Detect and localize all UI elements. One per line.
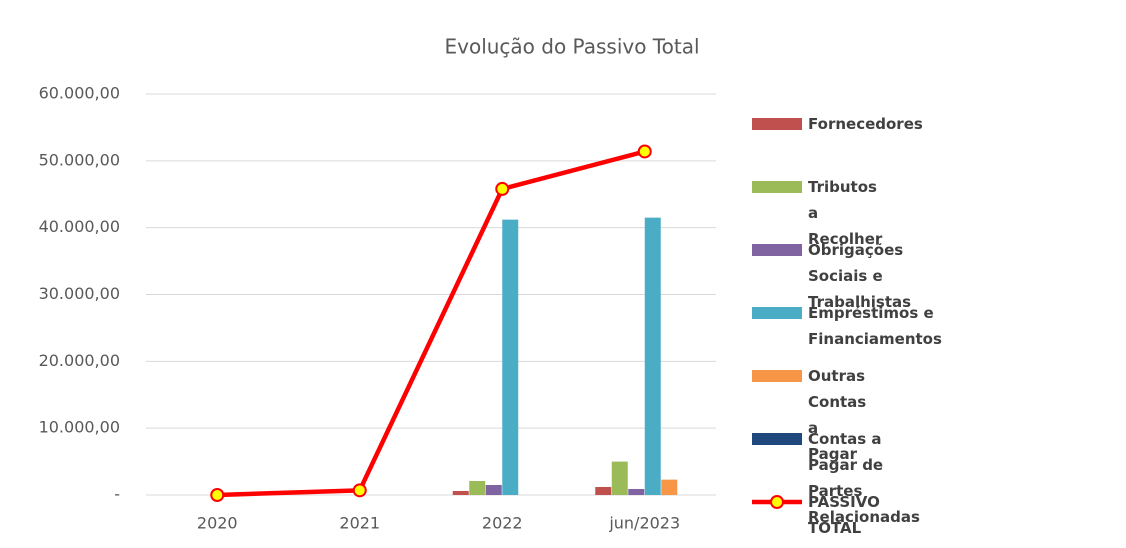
bar [628,488,645,495]
legend-label: Obrigações Sociais e Trabalhistas [808,241,912,311]
legend-item: Outras Contas a Pagar [752,366,866,467]
legend-label: Outras Contas a Pagar [808,367,867,463]
line-marker [495,181,510,196]
legend-label: Empréstimos e Financiamentos [808,304,942,348]
line [217,149,646,498]
bar [452,490,469,495]
x-tick-label: 2022 [482,514,523,533]
y-tick-label: 40.000,00 [39,217,120,236]
legend-item: Obrigações Sociais e Trabalhistas [752,240,911,315]
bar [485,484,502,495]
legend-item: Fornecedores [752,114,923,137]
legend-swatch [752,181,802,193]
x-tick-label: jun/2023 [608,514,680,533]
line-marker [210,488,225,502]
line-marker [352,483,367,498]
bar [644,217,661,495]
legend-label: Tributos a Recolher [808,178,883,248]
legend-swatch [752,307,802,319]
x-tick-label: 2021 [339,514,380,533]
legend-item: PASSIVO TOTAL [752,492,880,541]
legend-swatch [752,495,802,509]
bar [661,479,678,495]
y-tick-label: 30.000,00 [39,284,120,303]
y-tick-label: - [114,485,120,504]
legend-label: Fornecedores [808,115,923,133]
legend-item: Tributos a Recolher [752,177,882,252]
legend-item: Empréstimos e Financiamentos [752,303,942,352]
chart-title: Evolução do Passivo Total [444,35,699,59]
legend-label: Contas a Pagar de Partes Relacionadas [808,430,920,526]
bar [469,480,486,495]
bar [502,219,519,495]
y-tick-label: 50.000,00 [39,150,120,169]
y-tick-label: 10.000,00 [39,418,120,437]
bar [611,461,628,495]
y-tick-label: 20.000,00 [39,351,120,370]
legend-swatch [752,244,802,256]
legend-swatch [752,118,802,130]
legend-swatch [752,370,802,382]
legend-swatch [752,433,802,445]
x-tick-label: 2020 [197,514,238,533]
legend-label: PASSIVO TOTAL [808,493,880,537]
y-tick-label: 60.000,00 [39,84,120,103]
line-marker [637,144,652,159]
legend-item: Contas a Pagar de Partes Relacionadas [752,429,920,530]
bar [595,486,612,495]
